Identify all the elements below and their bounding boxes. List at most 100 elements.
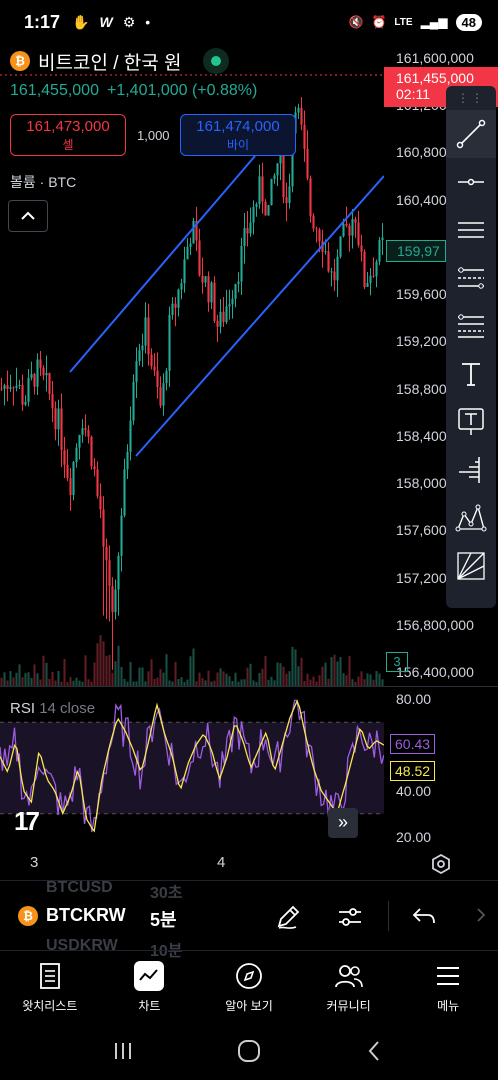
volume-bar: [117, 645, 120, 686]
candle-body: [147, 317, 150, 355]
volume-bar: [342, 673, 345, 686]
horizontal-line-tool[interactable]: [446, 158, 496, 206]
nav-explore[interactable]: 알아 보기: [199, 951, 299, 1022]
scroll-to-realtime-button[interactable]: »: [328, 808, 358, 838]
candle-body: [342, 223, 345, 237]
candle-body: [345, 223, 348, 226]
volume-legend[interactable]: 볼륨 · BTC: [10, 174, 77, 190]
volume-bar: [66, 681, 69, 686]
interval-selector[interactable]: 5분: [150, 910, 177, 930]
drawing-toolbar: ⋮⋮: [446, 86, 496, 608]
buy-label: 바이: [226, 138, 250, 152]
candle-body: [201, 275, 204, 283]
hand-icon: ✋: [72, 13, 90, 30]
current-price-value: 161,455,000: [396, 69, 474, 86]
drawing-pencil-icon[interactable]: [274, 903, 302, 931]
volume-bar: [51, 671, 54, 686]
volume-bar: [81, 681, 84, 686]
candle-body: [180, 283, 183, 290]
volume-bar: [87, 679, 90, 686]
candle-body: [120, 515, 123, 556]
toolbar-grip-icon[interactable]: ⋮⋮: [457, 91, 485, 105]
candle-body: [225, 306, 228, 323]
candle-body: [366, 282, 369, 287]
rsi-legend[interactable]: RSI 14 close: [10, 700, 95, 717]
redo-icon[interactable]: [472, 903, 492, 931]
volume-bar: [33, 664, 36, 686]
time-axis[interactable]: 3 4: [0, 850, 498, 880]
alarm-icon: ⏰: [371, 15, 387, 29]
symbol-title[interactable]: 비트코인 / 한국 원: [38, 52, 182, 74]
rsi-tick: 20.00: [396, 828, 432, 845]
symbol-selector[interactable]: ₿ BTCKRW: [18, 905, 126, 926]
sell-label: 셀: [62, 138, 74, 152]
volume-bar: [12, 677, 15, 686]
sell-price: 161,473,000: [26, 118, 110, 135]
volume-bar: [366, 673, 369, 686]
gann-fan-icon: [457, 552, 485, 580]
candle-body: [12, 387, 15, 389]
ghost-interval: 30초: [150, 885, 183, 902]
position-icon: [459, 457, 480, 483]
price-summary: 161,455,000 +1,401,000 (+0.88%): [10, 82, 257, 100]
nav-community[interactable]: 커뮤니티: [299, 951, 399, 1022]
gann-fan-tool[interactable]: [446, 542, 496, 590]
nav-chart[interactable]: 차트: [100, 951, 200, 1022]
volume-bar: [174, 661, 177, 686]
volume-bar: [282, 666, 285, 686]
candle-body: [30, 373, 33, 378]
trend-line-tool[interactable]: [446, 110, 496, 158]
rsi-pane[interactable]: [0, 688, 384, 848]
fib-extension-tool[interactable]: [446, 302, 496, 350]
candle-body: [42, 367, 45, 376]
candle-body: [207, 276, 210, 303]
indicators-settings-icon[interactable]: [336, 903, 364, 931]
volume-bar: [219, 668, 222, 686]
candle-body: [3, 385, 6, 389]
chart-settings-icon[interactable]: [430, 853, 452, 875]
candle-body: [87, 430, 90, 437]
nav-label: 커뮤니티: [326, 999, 371, 1013]
volume-bar: [135, 681, 138, 686]
buy-button[interactable]: 161,474,000 바이: [180, 114, 296, 156]
fib-retracement-tool[interactable]: [446, 254, 496, 302]
volume-bar: [42, 655, 45, 686]
bitcoin-icon: ₿: [10, 51, 30, 71]
sell-button[interactable]: 161,473,000 셀: [10, 114, 126, 156]
volume-bar: [198, 672, 201, 686]
candle-body: [24, 401, 27, 405]
volume-tag: 3: [386, 652, 408, 672]
volume-bar: [24, 673, 27, 686]
candle-body: [27, 377, 30, 402]
volume-bar: [45, 662, 48, 686]
candle-body: [276, 163, 279, 176]
text-tool[interactable]: [446, 350, 496, 398]
volume-bar: [15, 672, 18, 686]
horizontal-line-icon: [458, 178, 484, 186]
price-chart[interactable]: [0, 60, 384, 686]
volume-bar: [18, 664, 21, 686]
long-position-tool[interactable]: [446, 446, 496, 494]
volume-bar: [306, 673, 309, 686]
volume-bar: [3, 672, 6, 686]
volume-bar: [111, 672, 114, 686]
volume-bar: [159, 669, 162, 686]
home-icon[interactable]: [236, 1038, 262, 1064]
recent-apps-icon[interactable]: [111, 1039, 135, 1063]
pattern-tool[interactable]: [446, 494, 496, 542]
pane-divider[interactable]: [0, 686, 498, 687]
parallel-lines-tool[interactable]: [446, 206, 496, 254]
candle-body: [330, 271, 333, 273]
last-price: 161,455,000: [10, 82, 99, 99]
nav-watchlist[interactable]: 왓치리스트: [0, 951, 100, 1022]
bitcoin-icon: ₿: [18, 905, 38, 926]
candle-body: [243, 228, 246, 247]
volume-bar: [57, 670, 60, 686]
candle-body: [33, 373, 36, 387]
collapse-legend-button[interactable]: [8, 200, 48, 232]
back-icon[interactable]: [363, 1039, 387, 1063]
market-open-indicator[interactable]: [203, 48, 230, 74]
nav-menu[interactable]: 메뉴: [398, 951, 498, 1022]
undo-icon[interactable]: [410, 903, 438, 931]
anchored-text-tool[interactable]: [446, 398, 496, 446]
